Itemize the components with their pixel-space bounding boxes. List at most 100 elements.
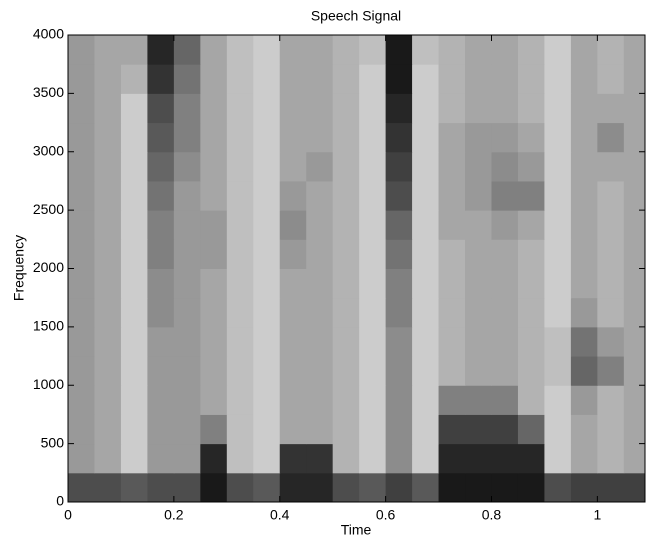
heatmap-cell xyxy=(412,239,440,269)
heatmap-cell xyxy=(226,268,254,299)
heatmap-cell xyxy=(94,35,122,65)
heatmap-cell xyxy=(544,64,572,94)
heatmap-cell xyxy=(173,356,201,386)
heatmap-cell xyxy=(438,385,466,415)
heatmap-cell xyxy=(68,326,95,357)
heatmap-cell xyxy=(173,414,201,445)
heatmap-cell xyxy=(94,472,122,502)
heatmap-cell xyxy=(544,414,572,445)
heatmap-cell xyxy=(544,385,572,415)
heatmap-cell xyxy=(623,297,645,328)
heatmap-cell xyxy=(332,180,360,211)
heatmap-cell xyxy=(465,180,492,211)
heatmap-cell xyxy=(412,35,440,65)
heatmap-cell xyxy=(465,122,492,153)
heatmap-cell xyxy=(412,122,440,153)
heatmap-cell xyxy=(570,326,598,357)
heatmap-cell xyxy=(253,356,281,386)
heatmap-cell xyxy=(253,64,281,94)
heatmap-cell xyxy=(438,268,466,299)
heatmap-cell xyxy=(200,239,228,269)
y-axis-label: Frequency xyxy=(11,235,27,301)
heatmap-cell xyxy=(306,297,334,328)
heatmap-cell xyxy=(94,239,122,269)
heatmap-cell xyxy=(226,35,254,65)
heatmap-cell xyxy=(68,239,95,269)
heatmap-cell xyxy=(544,239,572,269)
heatmap-cell xyxy=(332,356,360,386)
heatmap-cell xyxy=(226,297,254,328)
heatmap-cell xyxy=(68,35,95,65)
heatmap-cell xyxy=(226,385,254,415)
heatmap-cell xyxy=(597,180,625,211)
heatmap-cell xyxy=(120,472,148,502)
heatmap-cell xyxy=(120,64,148,94)
heatmap-cell xyxy=(544,268,572,299)
y-tick-label: 3500 xyxy=(33,84,64,100)
heatmap-cell xyxy=(120,385,148,415)
heatmap-cell xyxy=(570,122,598,153)
heatmap-cell xyxy=(544,180,572,211)
heatmap-cell xyxy=(253,472,281,502)
heatmap-cell xyxy=(544,326,572,357)
heatmap-cell xyxy=(465,472,492,502)
heatmap-cell xyxy=(570,151,598,182)
heatmap-cell xyxy=(385,35,413,65)
heatmap-cell xyxy=(491,64,519,94)
heatmap-cell xyxy=(68,443,95,474)
heatmap-cell xyxy=(465,239,492,269)
heatmap-cell xyxy=(173,443,201,474)
heatmap-cell xyxy=(94,385,122,415)
heatmap-cell xyxy=(359,35,387,65)
heatmap-cell xyxy=(359,472,387,502)
heatmap-cell xyxy=(570,180,598,211)
heatmap-cell xyxy=(517,414,545,445)
y-tick-label: 2000 xyxy=(33,259,64,275)
heatmap-cell xyxy=(68,180,95,211)
heatmap-cell xyxy=(491,297,519,328)
heatmap-cell xyxy=(253,268,281,299)
heatmap-cell xyxy=(200,297,228,328)
heatmap-cell xyxy=(147,239,175,269)
heatmap-cell xyxy=(517,443,545,474)
heatmap-cell xyxy=(147,180,175,211)
heatmap-cell xyxy=(597,35,625,65)
heatmap-cell xyxy=(359,443,387,474)
heatmap-cell xyxy=(279,93,307,124)
heatmap-cell xyxy=(517,356,545,386)
heatmap-cell xyxy=(491,356,519,386)
heatmap-cell xyxy=(465,93,492,124)
heatmap-cell xyxy=(570,472,598,502)
heatmap-cell xyxy=(147,210,175,240)
y-tick-label: 1000 xyxy=(33,376,64,392)
heatmap-cell xyxy=(120,93,148,124)
heatmap-cell xyxy=(173,93,201,124)
heatmap-cell xyxy=(173,268,201,299)
heatmap-cell xyxy=(279,326,307,357)
heatmap-cell xyxy=(279,64,307,94)
heatmap-cell xyxy=(94,297,122,328)
heatmap-cell xyxy=(438,210,466,240)
heatmap-cell xyxy=(332,385,360,415)
x-tick-label: 0.2 xyxy=(164,507,184,523)
heatmap-cell xyxy=(438,414,466,445)
heatmap-cell xyxy=(253,326,281,357)
heatmap-cell xyxy=(253,180,281,211)
heatmap-cell xyxy=(465,385,492,415)
heatmap-cell xyxy=(68,414,95,445)
heatmap-cell xyxy=(120,297,148,328)
heatmap-cell xyxy=(200,210,228,240)
heatmap-cell xyxy=(200,64,228,94)
heatmap-cell xyxy=(359,326,387,357)
heatmap-cell xyxy=(306,326,334,357)
heatmap-cell xyxy=(359,151,387,182)
heatmap-cell xyxy=(412,414,440,445)
heatmap-cell xyxy=(306,414,334,445)
heatmap-cell xyxy=(491,93,519,124)
heatmap-cell xyxy=(332,414,360,445)
heatmap-cell xyxy=(147,414,175,445)
x-tick-label: 0.6 xyxy=(376,507,396,523)
heatmap-cell xyxy=(279,180,307,211)
heatmap-cell xyxy=(332,64,360,94)
heatmap-cell xyxy=(465,414,492,445)
